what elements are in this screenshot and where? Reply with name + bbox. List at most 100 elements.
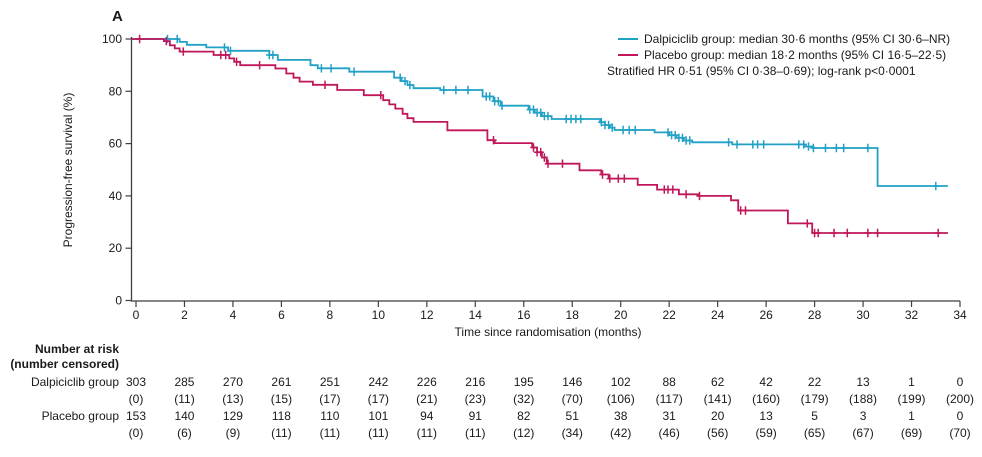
censored-value: (15) xyxy=(270,392,293,406)
at-risk-value: 226 xyxy=(416,375,437,389)
censored-value: (56) xyxy=(706,426,729,440)
x-tick-label: 12 xyxy=(420,308,434,322)
x-tick-label: 32 xyxy=(905,308,919,322)
censor-mark xyxy=(874,228,881,238)
censor-mark xyxy=(136,34,143,44)
x-tick-label: 10 xyxy=(372,308,386,322)
censor-marks-dalpiciclib xyxy=(164,34,939,191)
censor-mark xyxy=(935,228,942,238)
censor-mark xyxy=(822,143,829,153)
censored-value: (17) xyxy=(367,392,390,406)
at-risk-value: 0 xyxy=(956,409,964,423)
censored-value: (11) xyxy=(368,426,389,440)
censor-mark xyxy=(844,228,851,238)
censor-mark xyxy=(605,120,612,130)
censor-mark xyxy=(833,143,840,153)
censor-mark xyxy=(406,80,414,90)
censor-mark xyxy=(669,185,676,194)
censor-mark xyxy=(804,219,811,228)
x-tick-label: 14 xyxy=(469,308,483,322)
censored-value: (199) xyxy=(897,392,926,406)
y-tick-label: 40 xyxy=(109,189,123,203)
x-axis-title: Time since randomisation (months) xyxy=(455,325,642,339)
risk-row-label-dalpiciclib: Dalpiciclib group xyxy=(30,375,119,389)
at-risk-value: 94 xyxy=(420,409,434,423)
censor-mark xyxy=(227,46,234,55)
censor-mark xyxy=(530,105,537,114)
at-risk-value: 20 xyxy=(710,409,725,423)
x-tick-label: 16 xyxy=(517,308,531,322)
censor-mark xyxy=(327,64,335,73)
y-axis-title: Progression-free survival (%) xyxy=(61,93,75,248)
at-risk-value: 242 xyxy=(368,375,389,389)
at-risk-value: 303 xyxy=(125,375,147,389)
at-risk-value: 62 xyxy=(710,375,725,389)
y-tick-label: 100 xyxy=(102,32,122,46)
at-risk-value: 140 xyxy=(174,409,195,423)
at-risk-value: 129 xyxy=(222,409,243,423)
censor-mark xyxy=(606,174,613,183)
at-risk-value: 216 xyxy=(465,375,486,389)
censor-mark xyxy=(221,43,228,52)
legend-note: Stratified HR 0·51 (95% CI 0·38–0·69); l… xyxy=(607,63,950,79)
legend-item-dalpiciclib: Dalpiciclib group: median 30·6 months (9… xyxy=(607,31,950,47)
censor-mark xyxy=(498,101,506,110)
at-risk-value: 91 xyxy=(468,409,482,423)
y-tick-label: 60 xyxy=(109,137,123,151)
censored-value: (11) xyxy=(319,426,341,440)
censor-mark xyxy=(760,140,767,149)
censor-mark xyxy=(615,174,622,183)
censor-mark xyxy=(530,143,537,152)
censored-value: (34) xyxy=(561,426,583,440)
at-risk-value: 118 xyxy=(271,409,291,423)
risk-table-header-line1: Number at risk xyxy=(34,342,119,356)
censored-value: (0) xyxy=(128,392,144,406)
censor-mark xyxy=(350,67,358,76)
at-risk-value: 82 xyxy=(517,409,531,423)
x-tick-label: 34 xyxy=(953,308,967,322)
censor-mark xyxy=(621,174,628,183)
censor-mark xyxy=(664,128,672,137)
censored-value: (160) xyxy=(752,392,781,406)
censor-mark xyxy=(440,85,447,95)
censor-mark xyxy=(815,228,822,238)
censored-value: (12) xyxy=(513,426,535,440)
censor-mark xyxy=(541,153,548,162)
censor-mark xyxy=(233,57,240,66)
censor-mark xyxy=(725,138,732,147)
dalpiciclib-line-swatch xyxy=(618,38,638,40)
at-risk-value: 285 xyxy=(174,375,195,389)
censor-mark xyxy=(222,50,229,60)
at-risk-value: 251 xyxy=(319,375,340,389)
y-tick-label: 20 xyxy=(109,241,123,255)
x-tick-label: 6 xyxy=(278,308,285,322)
censor-mark xyxy=(577,114,584,124)
at-risk-value: 51 xyxy=(565,409,579,423)
censor-mark xyxy=(682,190,690,199)
at-risk-value: 5 xyxy=(811,409,818,423)
legend-label-dalpiciclib: Dalpiciclib group: median 30·6 months (9… xyxy=(644,32,951,46)
x-tick-label: 0 xyxy=(133,308,140,322)
censored-value: (9) xyxy=(225,426,241,440)
at-risk-value: 22 xyxy=(807,375,822,389)
censor-mark xyxy=(318,64,325,73)
censor-marks-placebo xyxy=(136,34,942,238)
at-risk-value: 3 xyxy=(859,409,867,423)
censored-value: (70) xyxy=(561,392,583,406)
censor-mark xyxy=(599,170,606,179)
censor-mark xyxy=(679,133,686,142)
chart-legend: Dalpiciclib group: median 30·6 months (9… xyxy=(607,31,950,79)
censor-mark xyxy=(180,47,187,56)
at-risk-value: 195 xyxy=(513,375,534,389)
censor-mark xyxy=(174,34,181,44)
censored-value: (200) xyxy=(945,392,974,406)
censor-mark xyxy=(733,140,741,149)
risk-row-label-placebo: Placebo group xyxy=(41,409,119,423)
censor-mark xyxy=(537,148,544,157)
x-tick-label: 26 xyxy=(759,308,773,322)
censor-mark xyxy=(452,85,460,95)
at-risk-value: 102 xyxy=(610,375,631,389)
censored-value: (32) xyxy=(513,392,535,406)
